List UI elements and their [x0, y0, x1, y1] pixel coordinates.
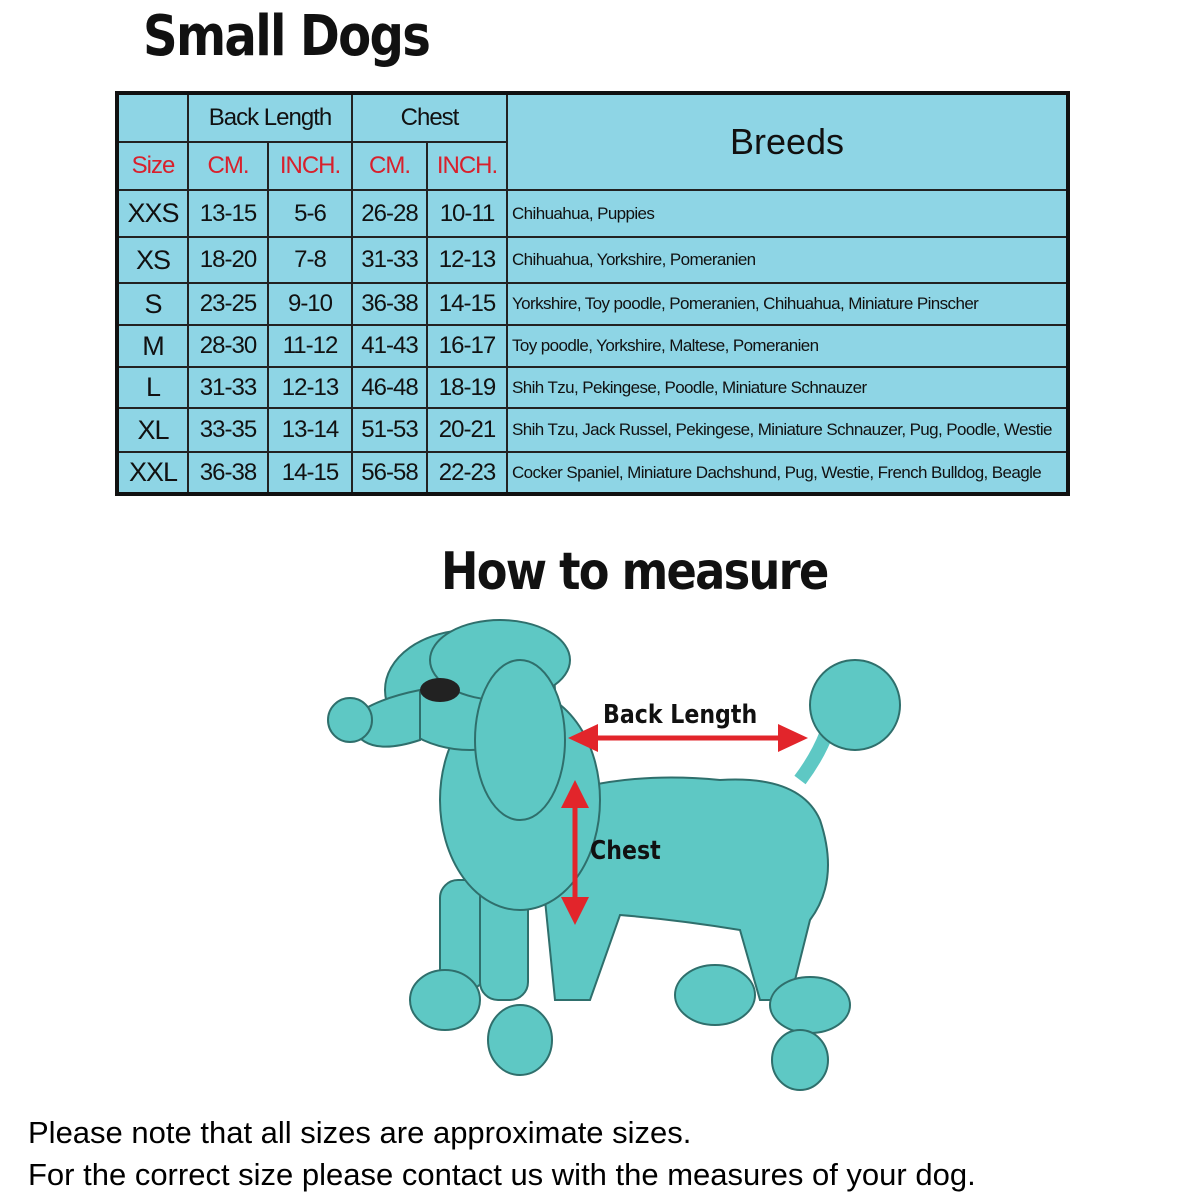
chest-cm-cell: 51-53: [351, 407, 428, 453]
chest-inch-cell: 16-17: [426, 324, 508, 368]
breeds-cell: Yorkshire, Toy poodle, Pomeranien, Chihu…: [506, 282, 1069, 326]
size-cell: XXL: [116, 451, 189, 495]
chest-header: Chest: [351, 92, 508, 143]
chest-cm-cell: 31-33: [351, 236, 428, 284]
group-header-row: Back Length Chest Breeds: [116, 92, 1069, 191]
back-length-header: Back Length: [187, 92, 353, 143]
chest-cm-cell: 56-58: [351, 451, 428, 495]
chest-inch-cell: 10-11: [426, 189, 508, 238]
chest-inch-cell: 22-23: [426, 451, 508, 495]
back-inch-cell: 13-14: [267, 407, 353, 453]
table-row: XL 33-35 13-14 51-53 20-21 Shih Tzu, Jack Rus…: [116, 407, 1069, 453]
table-row: XXL 36-38 14-15 56-58 22-23 Cocker Spaniel, M…: [116, 451, 1069, 495]
back-cm-cell: 23-25: [187, 282, 269, 326]
size-header: Size: [116, 141, 189, 191]
note-approximate: Please note that all sizes are approxima…: [28, 1115, 692, 1150]
back-inch-cell: 9-10: [267, 282, 353, 326]
chest-inch-cell: 20-21: [426, 407, 508, 453]
chest-cm-header: CM.: [351, 141, 428, 191]
note-contact: For the correct size please contact us w…: [28, 1157, 976, 1192]
back-inch-cell: 7-8: [267, 236, 353, 284]
eye: [420, 678, 460, 702]
back-inch-cell: 11-12: [267, 324, 353, 368]
table-row: M 28-30 11-12 41-43 16-17 Toy poodle, Yorkshi…: [116, 324, 1069, 368]
page-title: Small Dogs: [143, 4, 431, 69]
chest-label: Chest: [590, 836, 661, 866]
sub-header-row: Size CM. INCH. CM. INCH.: [116, 141, 1068, 191]
back-inch-cell: 14-15: [267, 451, 353, 495]
poodle-illustration: [327, 619, 901, 1091]
back-cm-cell: 28-30: [187, 324, 269, 368]
back-cm-cell: 36-38: [187, 451, 269, 495]
back-cm-cell: 18-20: [187, 236, 269, 284]
size-cell: XS: [116, 236, 189, 284]
size-cell: S: [116, 282, 189, 326]
back-length-label: Back Length: [603, 700, 758, 730]
size-cell: M: [116, 324, 189, 368]
breeds-cell: Shih Tzu, Jack Russel, Pekingese, Miniat…: [506, 407, 1069, 453]
breeds-cell: Cocker Spaniel, Miniature Dachshund, Pug…: [506, 451, 1069, 495]
breeds-cell: Shih Tzu, Pekingese, Poodle, Miniature S…: [506, 366, 1069, 409]
chest-inch-cell: 18-19: [426, 366, 508, 409]
empty-header-cell: [116, 92, 189, 143]
breeds-header: Breeds: [506, 92, 1069, 191]
size-cell: XL: [116, 407, 189, 453]
chest-cm-cell: 36-38: [351, 282, 428, 326]
back-inch-cell: 5-6: [267, 189, 353, 238]
chest-inch-cell: 14-15: [426, 282, 508, 326]
back-cm-header: CM.: [187, 141, 269, 191]
table-row: L 31-33 12-13 46-48 18-19 Shih Tzu, Pekingese…: [116, 366, 1069, 409]
chest-inch-cell: 12-13: [426, 236, 508, 284]
table-row: XXS 13-15 5-6 26-28 10-11 Chihuahua, Puppies: [116, 189, 1069, 238]
tail-pompom: [809, 659, 901, 751]
size-cell: L: [116, 366, 189, 409]
breeds-cell: Chihuahua, Puppies: [506, 189, 1069, 238]
table-row: XS 18-20 7-8 31-33 12-13 Chihuahua, Yorkshire…: [116, 236, 1069, 284]
chest-inch-header: INCH.: [426, 141, 508, 191]
table-row: S 23-25 9-10 36-38 14-15 Yorkshire, Toy poodl…: [116, 282, 1069, 326]
back-cm-cell: 33-35: [187, 407, 269, 453]
size-cell: XXS: [116, 189, 189, 238]
size-chart-table: Back Length Chest Breeds Size CM. INCH. …: [115, 91, 1070, 496]
breeds-cell: Toy poodle, Yorkshire, Maltese, Pomerani…: [506, 324, 1069, 368]
back-inch-cell: 12-13: [267, 366, 353, 409]
chest-cm-cell: 46-48: [351, 366, 428, 409]
chest-cm-cell: 26-28: [351, 189, 428, 238]
measure-arrows: [561, 724, 808, 925]
back-inch-header: INCH.: [267, 141, 353, 191]
chest-cm-cell: 41-43: [351, 324, 428, 368]
breeds-cell: Chihuahua, Yorkshire, Pomeranien: [506, 236, 1069, 284]
nose: [327, 697, 373, 743]
back-cm-cell: 31-33: [187, 366, 269, 409]
measure-title: How to measure: [441, 542, 829, 602]
ear: [474, 659, 566, 821]
back-cm-cell: 13-15: [187, 189, 269, 238]
